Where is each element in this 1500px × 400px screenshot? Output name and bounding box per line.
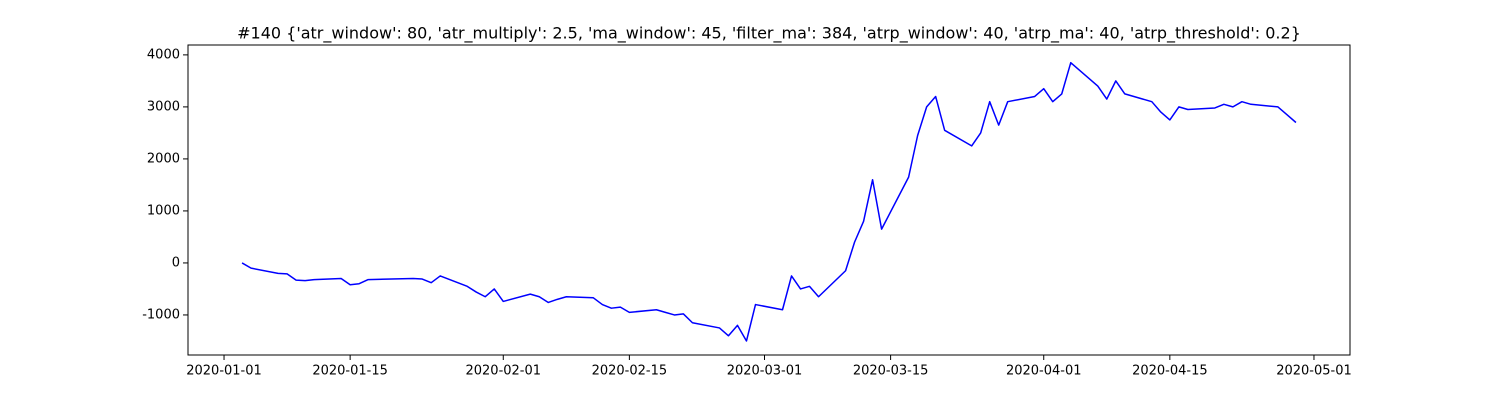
y-tick-label: 2000 [147, 151, 180, 166]
y-tick-label: -1000 [142, 307, 180, 322]
line-series [241, 61, 1297, 342]
x-tick-label: 2020-04-01 [1006, 364, 1082, 379]
chart-title: #140 {'atr_window': 80, 'atr_multiply': … [237, 24, 1301, 44]
x-tick-label: 2020-03-15 [853, 364, 929, 379]
y-tick-label: 3000 [147, 99, 180, 114]
y-tick-label: 4000 [147, 47, 180, 62]
x-tick-label: 2020-04-15 [1132, 364, 1208, 379]
plot-frame [187, 44, 1351, 356]
x-tick-label: 2020-01-15 [312, 364, 388, 379]
y-tick-label: 0 [172, 255, 180, 270]
x-tick-label: 2020-02-01 [465, 364, 541, 379]
x-tick-label: 2020-05-01 [1276, 364, 1352, 379]
x-tick-label: 2020-01-01 [186, 364, 262, 379]
x-tick-label: 2020-02-15 [592, 364, 668, 379]
y-tick-label: 1000 [147, 203, 180, 218]
x-tick-label: 2020-03-01 [727, 364, 803, 379]
